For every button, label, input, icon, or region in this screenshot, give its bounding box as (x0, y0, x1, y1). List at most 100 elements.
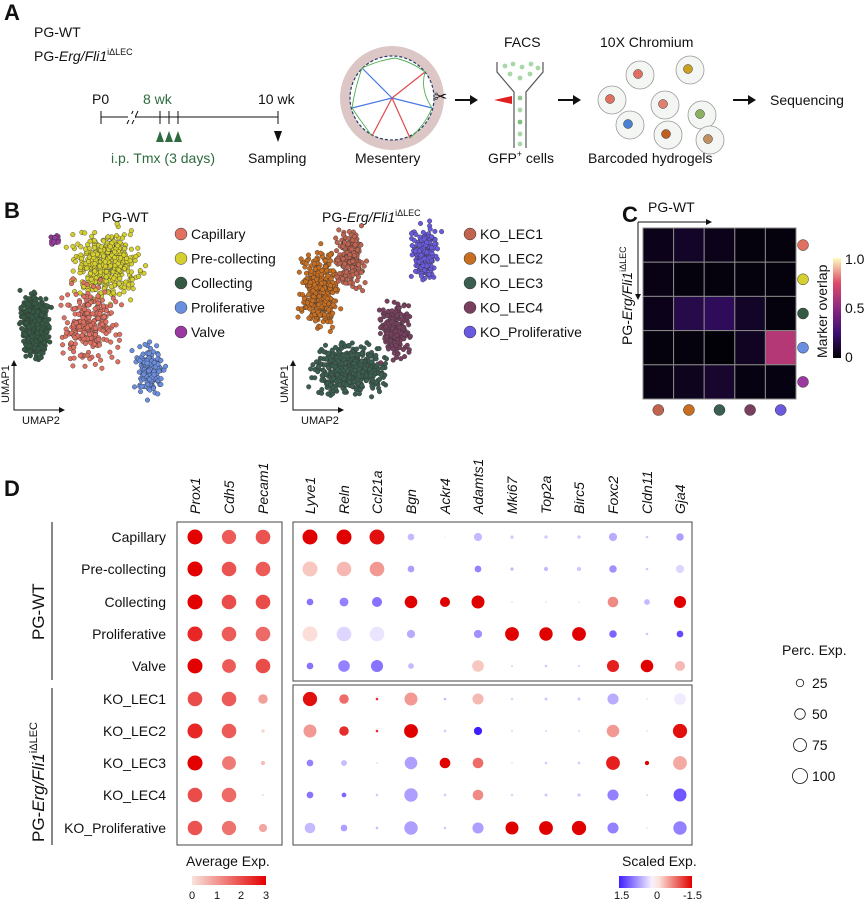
umap-point-proliferative (137, 344, 143, 350)
umap-point-pre-collecting (70, 268, 76, 274)
dot-pecam1 (260, 760, 266, 766)
umap-point-pre-collecting (92, 261, 98, 267)
umap-point-pre-collecting (127, 232, 133, 238)
dot-birc5 (577, 793, 581, 797)
umap-point-ko_lec2 (326, 307, 332, 313)
umap-point-ko_lec3 (346, 343, 352, 349)
legend-swatch (174, 252, 188, 265)
umap-point-ko_lec2 (312, 282, 318, 288)
panel-a: PG-WT PG-Erg/Fli1iΔLEC P0 8 wk 10 wk i.p… (34, 24, 844, 166)
dot-ackr4 (443, 697, 447, 701)
umap-point-ko_lec3 (376, 346, 382, 352)
umap-point-ko_lec4 (377, 331, 383, 337)
group-label-wt: PG-WT (29, 583, 48, 640)
umap-point-proliferative (146, 350, 152, 356)
umap-point-ko_lec1 (357, 284, 363, 290)
row-label: Valve (132, 658, 166, 674)
umap-point-proliferative (156, 368, 162, 374)
umap-point-capillary (96, 342, 102, 348)
umap-point-capillary (95, 315, 101, 321)
umap-point-ko_lec2 (318, 272, 324, 278)
umap-point-ko_proliferative (432, 228, 438, 234)
umap-point-capillary (102, 289, 108, 295)
dot-pecam1 (255, 626, 271, 642)
legend-label: Collecting (191, 275, 252, 291)
row-label: Capillary (112, 529, 166, 545)
dot-bgn (404, 821, 418, 835)
umap-point-ko_proliferative (429, 234, 435, 240)
dot-top2a (543, 566, 549, 572)
umap-point-ko_lec3 (341, 353, 347, 359)
umap-point-capillary (84, 324, 90, 330)
dot-lyve1 (306, 598, 314, 606)
umap-point-ko_lec2 (312, 312, 318, 318)
dot-ackr4 (443, 826, 447, 830)
umap-point-ko_lec3 (383, 361, 389, 367)
umap-point-valve (55, 239, 61, 245)
dot-gja4 (674, 660, 686, 672)
scaled-exp-tick: -1.5 (683, 890, 702, 900)
row-label: KO_Proliferative (64, 820, 166, 836)
umap-point-proliferative (146, 368, 152, 374)
dot-cldn11 (644, 760, 650, 766)
umap-point-capillary (71, 345, 77, 351)
umap-ko-axis-x: UMAP2 (301, 415, 339, 427)
arrow-icon (558, 95, 581, 105)
umap-point-pre-collecting (128, 269, 134, 275)
umap-point-ko_proliferative (418, 252, 424, 258)
umap-point-capillary (72, 306, 78, 312)
hydrogels-label: Barcoded hydrogels (588, 150, 713, 166)
dot-reln (339, 694, 349, 704)
dot-mki67 (505, 821, 519, 835)
umap-point-ko_proliferative (420, 229, 426, 235)
umap-point-pre-collecting (108, 284, 114, 290)
umap-point-ko_lec3 (328, 382, 334, 388)
umap-point-proliferative (147, 376, 153, 382)
umap-point-ko_proliferative (421, 236, 427, 242)
dot-cldn11 (640, 659, 654, 673)
genotype-wt: PG-WT (34, 24, 81, 40)
umap-point-ko_lec3 (315, 369, 321, 375)
dot-cldn11 (645, 793, 649, 797)
dot-cdh5 (222, 756, 236, 770)
umap-point-ko_lec2 (333, 287, 339, 293)
umap-point-capillary (99, 297, 105, 303)
umap-point-ko_lec3 (330, 375, 336, 381)
heatmap-cell (642, 295, 675, 332)
umap-point-ko_lec3 (333, 344, 339, 350)
umap-point-proliferative (163, 363, 169, 369)
umap-point-collecting (20, 326, 26, 332)
umap-point-ko_lec4 (391, 299, 397, 305)
umap-point-proliferative (137, 358, 143, 364)
perc-legend-label: 25 (812, 675, 828, 691)
umap-point-pre-collecting (135, 245, 141, 251)
panel-label-b: B (4, 198, 20, 223)
umap-point-ko_lec2 (317, 312, 323, 318)
panel-label-d: D (4, 476, 20, 501)
dot-cdh5 (221, 594, 237, 610)
dot-ccl21a (369, 626, 385, 642)
umap-point-ko_lec2 (308, 268, 314, 274)
umap-point-ko_lec4 (386, 346, 392, 352)
umap-point-ko_proliferative (413, 268, 419, 274)
row-label: KO_LEC2 (103, 723, 166, 739)
umap-point-capillary (91, 341, 97, 347)
umap-point-collecting (18, 310, 24, 316)
umap-point-pre-collecting (124, 256, 130, 262)
umap-point-collecting (41, 340, 47, 346)
umap-point-pre-collecting (107, 263, 113, 269)
umap-point-ko_lec3 (359, 358, 365, 364)
dot-gja4 (673, 756, 687, 770)
heatmap-col-marker (713, 404, 726, 416)
umap-point-capillary (103, 331, 109, 337)
umap-point-ko_proliferative (411, 237, 417, 243)
umap-point-ko_lec3 (373, 352, 379, 358)
umap-point-ko_lec3 (349, 383, 355, 389)
umap-point-pre-collecting (85, 259, 91, 265)
umap-point-collecting (26, 324, 32, 330)
legend-swatch (463, 227, 477, 241)
umap-point-pre-collecting (115, 243, 121, 249)
dot-adamts1 (472, 822, 484, 834)
umap-point-collecting (40, 306, 46, 312)
dot-bgn (404, 724, 418, 738)
